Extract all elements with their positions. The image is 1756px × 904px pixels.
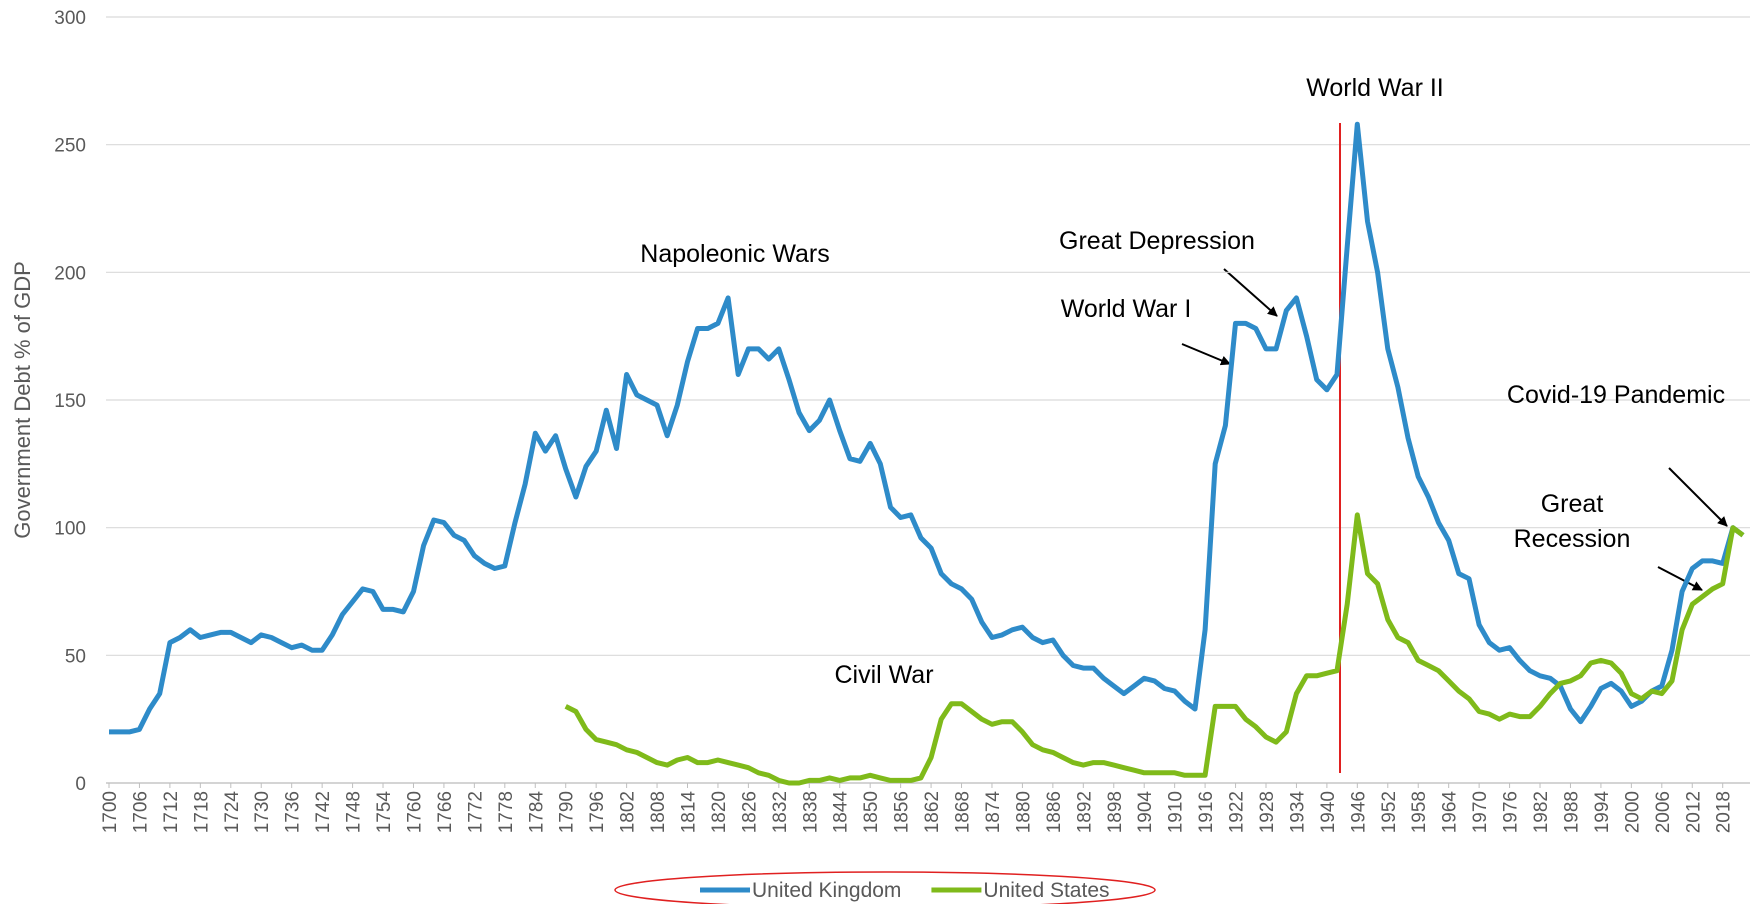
y-tick-label: 200 (54, 263, 86, 284)
x-tick-label: 2018 (1714, 791, 1735, 833)
x-tick-label: 1868 (953, 791, 974, 833)
x-tick-label: 2000 (1622, 791, 1643, 833)
x-tick-label: 1772 (465, 791, 486, 833)
annotation: Great Recession (1514, 490, 1631, 553)
x-tick-label: 1910 (1166, 791, 1187, 833)
x-tick-label: 1874 (983, 791, 1004, 834)
x-tick-label: 1850 (861, 791, 882, 833)
series-line (109, 121, 1745, 735)
x-tick-label: 1742 (313, 791, 334, 833)
x-tick-label: 1820 (709, 791, 730, 833)
x-tick-label: 1904 (1135, 791, 1156, 834)
x-tick-label: 1880 (1013, 791, 1034, 833)
y-tick-label: 300 (54, 8, 86, 29)
arrow (1181, 343, 1231, 366)
x-tick-label: 1784 (526, 791, 547, 834)
annotation: World War II (1306, 74, 1444, 102)
arrow (1657, 566, 1703, 591)
x-tick-label: 1982 (1531, 791, 1552, 833)
x-tick-label: 1724 (222, 791, 243, 834)
annotation: Civil War (834, 661, 933, 689)
x-tick-label: 1718 (191, 791, 212, 833)
x-tick-label: 1922 (1227, 791, 1248, 833)
x-tick-label: 1730 (252, 791, 273, 833)
x-tick-label: 1790 (557, 791, 578, 833)
annotation-arrows (1181, 268, 1728, 591)
x-tick-label: 2006 (1653, 791, 1674, 833)
x-tick-label: 1946 (1348, 791, 1369, 833)
x-tick-label: 1748 (344, 791, 365, 833)
annotation: Covid-19 Pandemic (1507, 381, 1725, 409)
y-axis-label: Government Debt % of GDP (10, 261, 35, 539)
arrow (1668, 467, 1728, 527)
x-tick-label: 1832 (770, 791, 791, 833)
x-tick-label: 1940 (1318, 791, 1339, 833)
series-line (564, 512, 1745, 786)
x-tick-label: 1736 (283, 791, 304, 833)
legend-label: United Kingdom (752, 879, 901, 902)
y-tick-label: 100 (54, 519, 86, 540)
x-tick-label: 1754 (374, 791, 395, 834)
x-tick-label: 1700 (100, 791, 121, 833)
x-tick-label: 1886 (1044, 791, 1065, 833)
x-tick-label: 1778 (496, 791, 517, 833)
y-tick-label: 250 (54, 136, 86, 157)
x-tick-label: 1862 (922, 791, 943, 833)
x-tick-label: 1994 (1592, 791, 1613, 834)
x-tick-label: 1826 (739, 791, 760, 833)
x-tick-label: 1838 (800, 791, 821, 833)
x-tick-label: 1916 (1196, 791, 1217, 833)
y-tick-label: 0 (75, 774, 86, 795)
annotation: Great Depression (1059, 227, 1255, 255)
x-tick-label: 1988 (1561, 791, 1582, 833)
legend-highlight (614, 871, 1156, 904)
x-tick-label: 1814 (678, 791, 699, 834)
x-tick-label: 1964 (1440, 791, 1461, 834)
annotation: World War I (1061, 295, 1192, 323)
x-tick-label: 1892 (1074, 791, 1095, 833)
y-tick-label: 50 (65, 646, 86, 667)
x-tick-label: 2012 (1683, 791, 1704, 833)
x-tick-label: 1712 (161, 791, 182, 833)
x-tick-label: 1796 (587, 791, 608, 833)
x-tick-label: 1970 (1470, 791, 1491, 833)
legend-label: United States (983, 879, 1109, 902)
x-tick-label: 1976 (1501, 791, 1522, 833)
y-tick-label: 150 (54, 391, 86, 412)
x-tick-label: 1760 (404, 791, 425, 833)
arrow (1223, 268, 1278, 317)
annotation: Napoleonic Wars (640, 240, 829, 268)
x-tick-label: 1934 (1287, 791, 1308, 834)
x-tick-label: 1898 (1105, 791, 1126, 833)
x-tick-label: 1808 (648, 791, 669, 833)
x-tick-label: 1856 (892, 791, 913, 833)
x-tick-label: 1928 (1257, 791, 1278, 833)
x-tick-label: 1958 (1409, 791, 1430, 833)
x-tick-label: 1706 (130, 791, 151, 833)
x-tick-label: 1844 (831, 791, 852, 834)
x-tick-label: 1952 (1379, 791, 1400, 833)
x-tick-label: 1802 (618, 791, 639, 833)
x-tick-label: 1766 (435, 791, 456, 833)
